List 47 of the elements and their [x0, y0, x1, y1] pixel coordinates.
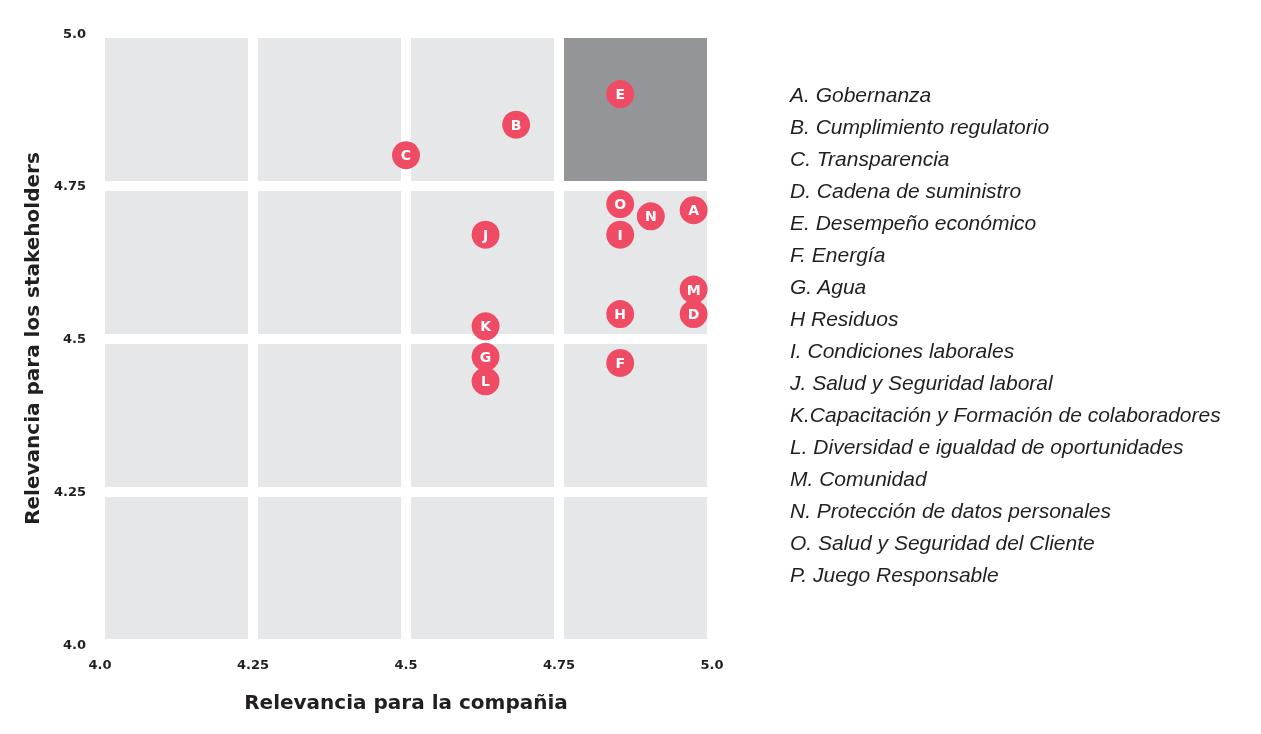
- data-label: L: [481, 373, 491, 390]
- data-label: K: [480, 318, 493, 335]
- text: L. Diversidad e igualdad de oportunidades: [790, 435, 1184, 458]
- data-label: H: [614, 306, 627, 323]
- data-label: C: [400, 147, 412, 164]
- data-label: F: [615, 354, 625, 371]
- text: M. Comunidad: [790, 467, 928, 490]
- text: P. Juego Responsable: [790, 563, 999, 586]
- point: [471, 367, 500, 396]
- data-label: O: [614, 196, 627, 213]
- data-label: B: [510, 116, 522, 133]
- x-tick-label: 4.5: [394, 657, 418, 672]
- text: A. Gobernanza: [788, 83, 932, 106]
- data-label: D: [687, 306, 700, 323]
- text: J. Salud y Seguridad laboral: [789, 371, 1054, 394]
- data-label: G: [479, 348, 492, 365]
- y-tick-label: 4.75: [53, 178, 86, 194]
- data-label: I: [617, 226, 623, 243]
- y-tick-label: 4.0: [62, 636, 86, 652]
- data-label: N: [644, 208, 657, 225]
- y-axis-title: Relevancia para los stakeholders: [20, 152, 44, 525]
- text: B. Cumplimiento regulatorio: [790, 115, 1050, 138]
- x-tick-label: 4.0: [88, 657, 112, 672]
- text: F. Energía: [790, 243, 886, 266]
- y-tick-label: 5.0: [62, 25, 86, 41]
- text: G. Agua: [790, 275, 867, 298]
- data-label: E: [615, 86, 625, 103]
- text: E. Desempeño económico: [790, 211, 1037, 234]
- text: K.Capacitación y Formación de colaboradores: [790, 403, 1222, 426]
- data-label: J: [481, 226, 489, 243]
- text: H Residuos: [790, 307, 900, 330]
- text: I. Condiciones laborales: [790, 339, 1015, 362]
- data-label: A: [688, 202, 700, 219]
- y-tick-label: 4.25: [53, 483, 86, 499]
- point: [606, 348, 635, 377]
- point: [471, 220, 500, 249]
- x-axis-title: Relevancia para la compañia: [244, 690, 568, 714]
- data-label: M: [686, 281, 701, 298]
- text: N. Protección de datos personales: [790, 499, 1112, 522]
- text: C. Transparencia: [790, 147, 950, 170]
- text: D. Cadena de suministro: [790, 179, 1022, 202]
- y-tick-label: 4.5: [62, 331, 86, 346]
- x-tick-label: 4.75: [542, 657, 576, 672]
- x-tick-label: 4.25: [236, 657, 270, 672]
- text: O. Salud y Seguridad del Cliente: [790, 531, 1095, 554]
- x-tick-label: 5.0: [700, 657, 724, 672]
- point: [606, 220, 635, 249]
